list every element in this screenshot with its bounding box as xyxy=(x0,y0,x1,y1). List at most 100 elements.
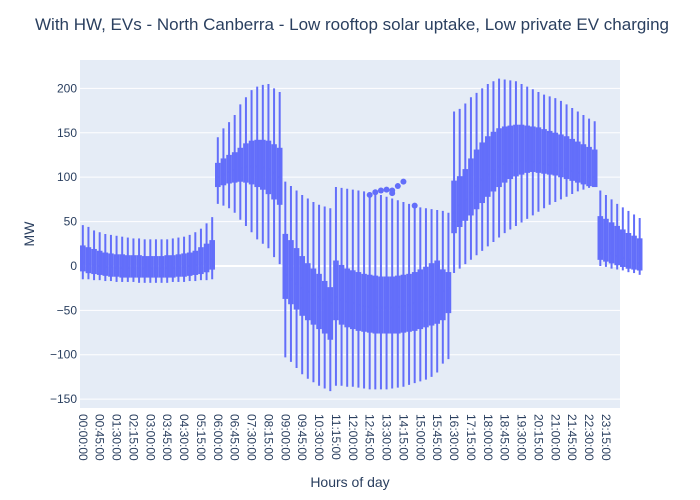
box-26[interactable] xyxy=(226,122,232,209)
box-62[interactable] xyxy=(428,209,435,377)
box-64[interactable] xyxy=(440,210,446,364)
box-71[interactable] xyxy=(479,88,485,251)
box-44[interactable] xyxy=(327,208,334,392)
box-16[interactable] xyxy=(170,238,176,282)
box-54[interactable] xyxy=(383,196,390,390)
outlier-point[interactable] xyxy=(394,183,401,190)
box-53[interactable] xyxy=(378,194,384,390)
box-5[interactable] xyxy=(108,234,114,282)
box-93[interactable] xyxy=(603,194,609,267)
box-7[interactable] xyxy=(119,236,125,282)
box-36[interactable] xyxy=(282,181,289,358)
box-10[interactable] xyxy=(136,238,142,283)
box-0[interactable] xyxy=(80,225,86,280)
box-70[interactable] xyxy=(473,92,480,256)
box-79[interactable] xyxy=(524,86,530,219)
outlier-points[interactable] xyxy=(366,178,418,209)
box-39[interactable] xyxy=(299,194,305,375)
box-15[interactable] xyxy=(164,239,170,283)
box-38[interactable] xyxy=(293,190,300,369)
box-27[interactable] xyxy=(231,115,238,213)
box-51[interactable] xyxy=(366,192,373,390)
box-95[interactable] xyxy=(614,203,620,270)
box-77[interactable] xyxy=(513,81,519,227)
box-28[interactable] xyxy=(237,104,244,220)
box-32[interactable] xyxy=(260,84,266,244)
box-80[interactable] xyxy=(530,89,536,216)
box-98[interactable] xyxy=(631,214,637,274)
outlier-point[interactable] xyxy=(411,202,418,209)
box-87[interactable] xyxy=(569,107,575,195)
box-46[interactable] xyxy=(338,187,345,386)
outlier-point[interactable] xyxy=(389,190,396,197)
box-83[interactable] xyxy=(546,96,553,205)
box-58[interactable] xyxy=(406,203,412,385)
box-6[interactable] xyxy=(113,235,120,282)
box-1[interactable] xyxy=(85,226,92,280)
box-11[interactable] xyxy=(141,239,148,283)
box-34[interactable] xyxy=(271,88,277,258)
box-41[interactable] xyxy=(310,202,317,383)
box-31[interactable] xyxy=(254,86,260,240)
box-22[interactable] xyxy=(203,223,210,281)
box-59[interactable] xyxy=(411,205,418,384)
box-78[interactable] xyxy=(518,83,525,223)
box-57[interactable] xyxy=(400,202,407,387)
box-99[interactable] xyxy=(636,218,643,275)
outlier-point[interactable] xyxy=(400,178,407,185)
outlier-point[interactable] xyxy=(372,189,379,196)
box-61[interactable] xyxy=(423,208,429,380)
box-88[interactable] xyxy=(575,111,581,192)
box-65[interactable] xyxy=(445,212,452,360)
box-37[interactable] xyxy=(288,186,294,362)
box-12[interactable] xyxy=(147,239,154,283)
box-33[interactable] xyxy=(265,83,272,249)
box-29[interactable] xyxy=(243,97,249,227)
box-86[interactable] xyxy=(563,104,570,197)
box-35[interactable] xyxy=(276,91,283,265)
outlier-point[interactable] xyxy=(377,187,384,194)
box-60[interactable] xyxy=(417,207,424,382)
outlier-point[interactable] xyxy=(383,186,390,193)
box-2[interactable] xyxy=(91,230,97,281)
box-49[interactable] xyxy=(355,190,362,388)
box-74[interactable] xyxy=(496,78,502,238)
box-23[interactable] xyxy=(209,217,215,280)
box-13[interactable] xyxy=(153,239,159,283)
box-14[interactable] xyxy=(158,239,165,283)
box-73[interactable] xyxy=(490,81,497,242)
box-82[interactable] xyxy=(541,94,547,209)
box-8[interactable] xyxy=(125,237,131,282)
box-3[interactable] xyxy=(96,232,103,281)
box-4[interactable] xyxy=(102,234,109,282)
box-24[interactable] xyxy=(215,137,221,204)
outlier-point[interactable] xyxy=(366,191,373,198)
box-series[interactable] xyxy=(80,78,643,392)
box-55[interactable] xyxy=(389,198,395,389)
box-84[interactable] xyxy=(552,98,559,203)
box-63[interactable] xyxy=(434,210,440,373)
box-52[interactable] xyxy=(372,193,379,390)
box-56[interactable] xyxy=(395,200,401,388)
box-20[interactable] xyxy=(192,232,199,282)
box-89[interactable] xyxy=(580,115,587,190)
box-76[interactable] xyxy=(507,80,514,230)
box-92[interactable] xyxy=(597,190,604,266)
box-94[interactable] xyxy=(608,199,615,269)
box-96[interactable] xyxy=(620,207,626,271)
box-75[interactable] xyxy=(501,79,508,234)
box-18[interactable] xyxy=(181,236,187,282)
box-43[interactable] xyxy=(321,206,328,389)
box-9[interactable] xyxy=(130,238,137,282)
box-45[interactable] xyxy=(333,186,339,386)
box-21[interactable] xyxy=(198,228,204,281)
box-72[interactable] xyxy=(485,83,491,247)
box-66[interactable] xyxy=(451,111,457,274)
box-85[interactable] xyxy=(558,100,564,200)
box-42[interactable] xyxy=(316,204,322,386)
box-48[interactable] xyxy=(350,189,356,387)
box-97[interactable] xyxy=(625,210,632,273)
box-17[interactable] xyxy=(175,237,182,282)
box-68[interactable] xyxy=(462,103,469,265)
box-47[interactable] xyxy=(344,188,350,387)
